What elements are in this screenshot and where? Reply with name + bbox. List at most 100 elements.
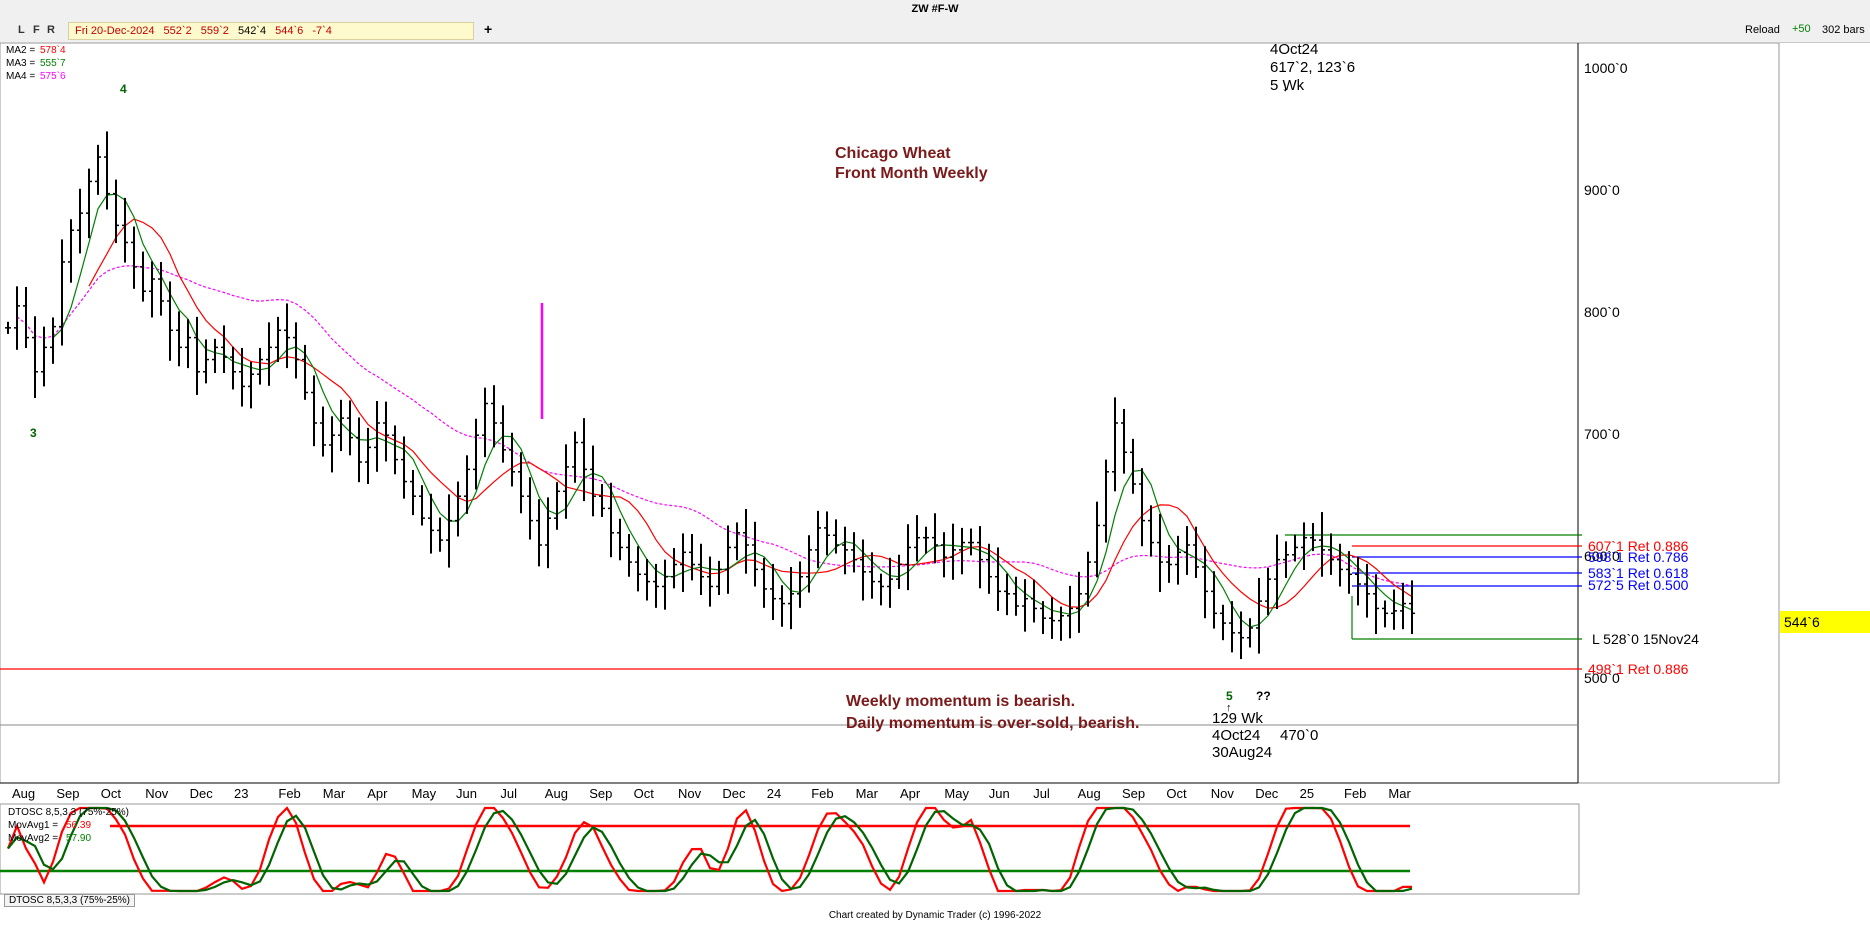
chart-title-line2: Front Month Weekly — [835, 165, 988, 182]
price-tick: 800`0 — [1584, 304, 1620, 320]
time-axis-label: Jul — [500, 786, 517, 801]
time-axis-label: Mar — [1388, 786, 1411, 801]
price-chart: 1000`0 900`0 800`0 700`0 600`0 500`0 544… — [0, 43, 1870, 895]
reload-button[interactable]: Reload — [1745, 24, 1780, 36]
time-axis-label: 23 — [234, 786, 248, 801]
down-arrow: ↓ — [1282, 79, 1289, 94]
bottom-note-date2: 30Aug24 — [1212, 744, 1272, 761]
price-bars — [5, 131, 1415, 660]
ret-886-low-label: 498`1 Ret 0.886 — [1588, 661, 1689, 677]
bottom-note-weeks: 129 Wk — [1212, 710, 1263, 727]
oscillator-tab[interactable]: DTOSC 8,5,3,3 (75%-25%) — [4, 894, 135, 907]
osc-ma1-value: 56.39 — [66, 820, 91, 831]
time-axis-label: Nov — [1211, 786, 1235, 801]
time-axis-label: Sep — [1122, 786, 1145, 801]
time-axis-label: May — [412, 786, 437, 801]
top-note-price: 617`2, 123`6 — [1270, 59, 1355, 76]
title-bar: ZW #F-W — [0, 0, 1870, 21]
time-axis-label: Mar — [856, 786, 879, 801]
ma2-legend-label: MA2 = — [6, 45, 35, 56]
time-axis-label: Dec — [190, 786, 214, 801]
window-title: ZW #F-W — [911, 3, 959, 15]
info-change: -7`4 — [312, 25, 332, 37]
info-high: 559`2 — [200, 25, 229, 37]
ma2-legend-value: 578`4 — [40, 44, 66, 56]
low-label: L 528`0 15Nov24 — [1592, 631, 1699, 647]
time-axis-label: 25 — [1300, 786, 1314, 801]
info-close: 544`6 — [275, 25, 304, 37]
top-note-weeks: 5 Wk — [1270, 77, 1305, 94]
time-axis-label: Aug — [1078, 786, 1101, 801]
time-axis-label: Jul — [1033, 786, 1050, 801]
wave-3-label: 3 — [30, 426, 37, 440]
osc-slow-line — [7, 806, 1413, 893]
osc-fast-line — [6, 806, 1412, 893]
price-tick: 900`0 — [1584, 182, 1620, 198]
f-button[interactable]: F — [33, 24, 40, 36]
chart-title-line1: Chicago Wheat — [835, 145, 951, 162]
info-open: 552`2 — [163, 25, 192, 37]
osc-ma2-value: 57.90 — [66, 833, 91, 844]
price-tick: 700`0 — [1584, 426, 1620, 442]
price-tick: 600`0 — [1584, 548, 1620, 564]
time-axis-label: Oct — [1166, 786, 1187, 801]
momentum-note-2: Daily momentum is over-sold, bearish. — [846, 715, 1139, 732]
ma3-legend-value: 555`7 — [40, 57, 66, 69]
time-axis-label: Oct — [101, 786, 122, 801]
footer-credit: Chart created by Dynamic Trader (c) 1996… — [828, 910, 1042, 921]
time-axis-label: Sep — [589, 786, 612, 801]
time-axis-label: 24 — [767, 786, 781, 801]
wave-5-label: 5 — [1226, 689, 1233, 703]
price-tick: 1000`0 — [1584, 60, 1628, 76]
time-axis-label: Oct — [634, 786, 655, 801]
chart-frame — [0, 43, 1780, 784]
wave-4-label: 4 — [120, 82, 127, 96]
bar-info-box: Fri 20-Dec-2024 552`2 559`2 542`4 544`6 … — [68, 22, 474, 40]
time-axis-label: May — [944, 786, 969, 801]
bottom-note-price: 470`0 — [1280, 727, 1318, 744]
time-axis-label: Aug — [12, 786, 35, 801]
time-axis-label: Feb — [278, 786, 300, 801]
time-axis-label: Nov — [678, 786, 702, 801]
chart-toolbar: L F R Fri 20-Dec-2024 552`2 559`2 542`4 … — [0, 20, 1870, 43]
osc-title: DTOSC 8,5,3,3 (75%-25%) — [8, 807, 129, 818]
time-axis-label: Dec — [722, 786, 746, 801]
time-axis-labels: Aug Sep Oct Nov Dec 23 Feb Mar Apr May Jun Jul Aug Se… — [12, 786, 1411, 801]
add-button[interactable]: + — [484, 21, 493, 37]
ma2-line — [88, 218, 1413, 609]
info-low: 542`4 — [237, 25, 267, 37]
oscillator-panel — [0, 803, 1580, 895]
l-button[interactable]: L — [18, 24, 25, 36]
time-axis-label: Nov — [145, 786, 169, 801]
time-axis-label: Jun — [456, 786, 477, 801]
ret-500-label: 572`5 Ret 0.500 — [1588, 577, 1689, 593]
time-axis-label: Dec — [1255, 786, 1279, 801]
time-axis-label: Apr — [900, 786, 921, 801]
ma4-legend-label: MA4 = — [6, 71, 35, 82]
momentum-note-1: Weekly momentum is bearish. — [846, 693, 1075, 710]
ma3-legend-label: MA3 = — [6, 58, 35, 69]
ret-886-high-label: 607`1 Ret 0.886 — [1588, 538, 1689, 554]
ret-786-label: 598`1 Ret 0.786 — [1588, 549, 1689, 565]
bottom-note-date: 4Oct24 — [1212, 727, 1260, 744]
ret-618-label: 583`1 Ret 0.618 — [1588, 565, 1689, 581]
time-axis-label: Feb — [1344, 786, 1366, 801]
current-price-label: 544`6 — [1784, 614, 1820, 630]
time-axis-label: Feb — [811, 786, 833, 801]
question-marks: ?? — [1256, 689, 1271, 703]
current-price-marker — [1780, 611, 1870, 633]
plus50-button[interactable]: +50 — [1792, 23, 1811, 35]
time-axis-label: Jun — [989, 786, 1010, 801]
top-note-date: 4Oct24 — [1270, 43, 1318, 58]
ma4-legend-value: 575`6 — [40, 70, 66, 82]
r-button[interactable]: R — [47, 24, 55, 36]
up-arrow: ↑ — [1226, 702, 1232, 714]
time-axis-label: Mar — [323, 786, 346, 801]
time-axis-label: Apr — [367, 786, 388, 801]
osc-ma1-label: MovAvg1 = — [8, 820, 58, 831]
time-axis-label: Sep — [56, 786, 79, 801]
info-date: Fri 20-Dec-2024 — [75, 25, 155, 37]
price-tick: 500`0 — [1584, 670, 1620, 686]
bars-count: 302 bars — [1822, 24, 1865, 36]
osc-ma2-label: MovAvg2 = — [8, 833, 58, 844]
